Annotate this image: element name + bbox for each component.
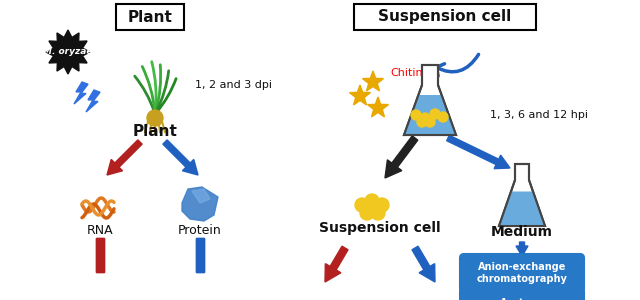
Circle shape [411, 110, 421, 120]
Circle shape [417, 117, 427, 127]
Text: Protein: Protein [178, 224, 222, 236]
Text: Plant: Plant [127, 10, 172, 25]
Circle shape [360, 206, 374, 220]
Text: Medium: Medium [491, 225, 553, 239]
Polygon shape [192, 189, 210, 203]
FancyBboxPatch shape [460, 254, 584, 292]
Polygon shape [516, 242, 528, 256]
Text: Suspension cell: Suspension cell [378, 10, 511, 25]
Polygon shape [349, 85, 371, 105]
Circle shape [375, 198, 389, 212]
Polygon shape [163, 140, 198, 175]
Circle shape [365, 202, 379, 216]
Polygon shape [447, 135, 510, 169]
Polygon shape [412, 246, 435, 282]
Polygon shape [404, 65, 456, 135]
Polygon shape [74, 82, 88, 104]
Polygon shape [107, 140, 142, 175]
FancyBboxPatch shape [460, 288, 584, 300]
Text: Suspension cell: Suspension cell [319, 221, 441, 235]
Circle shape [147, 110, 163, 126]
Circle shape [430, 109, 440, 119]
Bar [96, 238, 104, 272]
Circle shape [355, 198, 369, 212]
Circle shape [438, 112, 448, 122]
FancyBboxPatch shape [354, 4, 536, 30]
FancyBboxPatch shape [116, 4, 184, 30]
Polygon shape [362, 71, 383, 91]
Polygon shape [196, 238, 204, 272]
Polygon shape [96, 238, 104, 272]
Text: Anion-exchange
chromatography: Anion-exchange chromatography [477, 262, 568, 284]
Polygon shape [385, 136, 418, 178]
Polygon shape [499, 191, 545, 226]
Polygon shape [182, 187, 218, 221]
Polygon shape [46, 30, 90, 74]
Bar [196, 238, 204, 272]
Polygon shape [86, 90, 100, 112]
Text: M. oryzae: M. oryzae [44, 47, 93, 56]
Circle shape [425, 117, 435, 127]
Text: RNA: RNA [86, 224, 113, 236]
Polygon shape [499, 164, 545, 226]
Text: Acetone: Acetone [500, 298, 545, 300]
Text: Plant: Plant [132, 124, 177, 140]
Circle shape [420, 113, 430, 123]
Text: Chitin: Chitin [390, 68, 422, 78]
Polygon shape [367, 97, 388, 117]
Circle shape [371, 206, 385, 220]
Text: 1, 3, 6 and 12 hpi: 1, 3, 6 and 12 hpi [490, 110, 588, 120]
Circle shape [365, 194, 379, 208]
Text: 1, 2 and 3 dpi: 1, 2 and 3 dpi [195, 80, 272, 90]
Polygon shape [404, 95, 456, 135]
Polygon shape [325, 246, 348, 282]
